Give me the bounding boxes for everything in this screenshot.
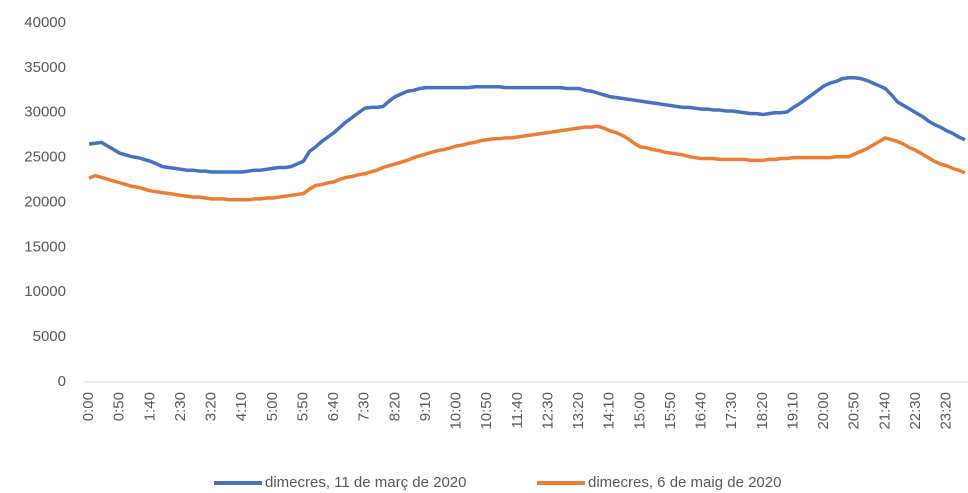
x-tick-label: 21:40: [876, 392, 893, 430]
x-tick-label: 17:30: [723, 392, 740, 430]
x-tick-label: 15:00: [631, 392, 648, 430]
x-tick-label: 9:10: [417, 392, 434, 421]
x-tick-label: 18:20: [754, 392, 771, 430]
series-line: [88, 76, 966, 174]
x-tick-label: 23:20: [938, 392, 955, 430]
x-tick-label: 3:20: [203, 392, 220, 421]
x-tick-label: 5:50: [294, 392, 311, 421]
x-tick-label: 1:40: [141, 392, 158, 421]
x-tick-label: 19:10: [784, 392, 801, 430]
y-tick-label: 10000: [24, 283, 66, 300]
y-tick-label: 20000: [24, 193, 66, 210]
x-tick-label: 20:50: [846, 392, 863, 430]
x-tick-label: 22:30: [907, 392, 924, 430]
y-tick-label: 15000: [24, 238, 66, 255]
x-tick-label: 0:00: [80, 392, 97, 421]
legend-label: dimecres, 11 de març de 2020: [265, 474, 467, 491]
x-tick-label: 12:30: [539, 392, 556, 430]
y-tick-label: 0: [58, 373, 66, 390]
y-tick-label: 5000: [33, 328, 66, 345]
x-tick-label: 20:00: [815, 392, 832, 430]
x-tick-label: 14:10: [601, 392, 618, 430]
x-tick-label: 16:40: [693, 392, 710, 430]
x-tick-label: 13:20: [570, 392, 587, 430]
x-tick-label: 2:30: [172, 392, 189, 421]
series-line: [88, 124, 966, 202]
legend-label: dimecres, 6 de maig de 2020: [588, 474, 781, 491]
y-tick-label: 25000: [24, 149, 66, 166]
x-tick-label: 7:30: [356, 392, 373, 421]
x-tick-label: 10:50: [478, 392, 495, 430]
x-tick-label: 11:40: [509, 392, 526, 428]
x-tick-label: 10:00: [448, 392, 465, 430]
x-tick-label: 8:20: [386, 392, 403, 421]
x-tick-label: 5:00: [264, 392, 281, 421]
y-tick-label: 40000: [24, 14, 66, 31]
x-tick-label: 6:40: [325, 392, 342, 421]
y-tick-label: 35000: [24, 59, 66, 76]
y-tick-label: 30000: [24, 104, 66, 121]
x-tick-label: 4:10: [233, 392, 250, 421]
x-tick-label: 0:50: [111, 392, 128, 421]
x-tick-label: 15:50: [662, 392, 679, 430]
